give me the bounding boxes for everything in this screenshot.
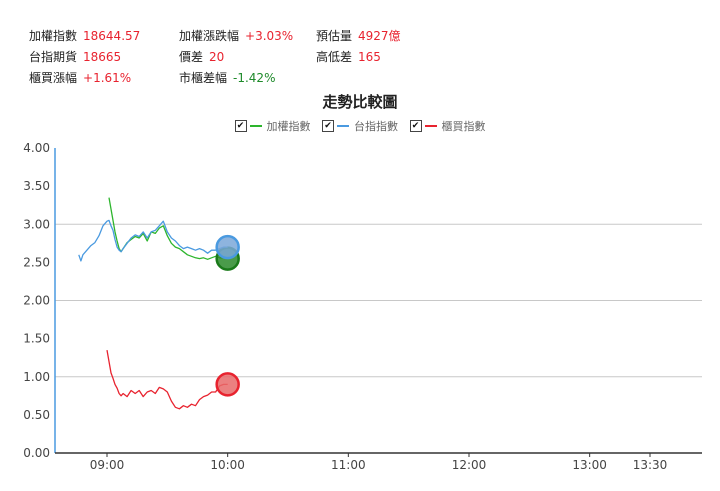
checkbox-checked-icon[interactable]: ✔	[322, 120, 334, 132]
x-tick-label: 13:30	[633, 458, 668, 472]
stat-spread: 價差 20	[179, 48, 224, 65]
stat-est-volume: 預估量 4927億	[316, 27, 401, 44]
y-tick-label: 2.00	[23, 294, 50, 308]
checkbox-checked-icon[interactable]: ✔	[234, 120, 247, 132]
stat-value: +3.03%	[245, 29, 294, 43]
legend-item-futures[interactable]: ✔ 台指指數	[322, 118, 398, 134]
x-tick-label: 09:00	[90, 458, 125, 472]
stat-taiex: 加權指數 18644.57	[29, 27, 140, 44]
series-end-marker-3	[215, 372, 240, 397]
stat-otc-change: 櫃買漲幅 +1.61%	[29, 69, 131, 86]
x-tick-label: 11:00	[331, 458, 366, 472]
series-end-marker-2	[215, 234, 240, 260]
legend-label: 加權指數	[266, 120, 311, 133]
y-tick-label: 4.00	[23, 141, 50, 155]
legend-line-icon	[424, 125, 437, 127]
stat-futures: 台指期貨 18665	[29, 48, 121, 65]
stat-taiex-change: 加權漲跌幅 +3.03%	[179, 27, 293, 44]
y-tick-label: 0.00	[23, 446, 50, 460]
series-line-3	[106, 349, 228, 410]
series-line-2	[78, 219, 228, 262]
stat-value: 18644.57	[83, 29, 141, 43]
legend-item-taiex[interactable]: ✔ 加權指數	[234, 118, 311, 134]
stat-label: 加權指數	[29, 29, 78, 43]
stat-value: 165	[358, 50, 381, 64]
legend-line-icon	[249, 125, 262, 127]
stat-label: 市櫃差幅	[179, 71, 228, 85]
stat-label: 加權漲跌幅	[179, 29, 240, 43]
stat-value: 18665	[83, 50, 122, 64]
checkbox-checked-icon[interactable]: ✔	[409, 120, 422, 132]
legend-label: 櫃買指數	[441, 120, 486, 133]
x-tick-label: 13:00	[572, 458, 607, 472]
legend-item-otc[interactable]: ✔ 櫃買指數	[409, 118, 486, 134]
x-tick-label: 12:00	[452, 458, 487, 472]
stat-label: 高低差	[316, 50, 353, 64]
stat-value: 4927億	[358, 29, 401, 43]
y-tick-label: 2.50	[23, 255, 50, 269]
chart-legend: ✔ 加權指數 ✔ 台指指數 ✔ 櫃買指數	[0, 118, 720, 134]
stat-value: -1.42%	[233, 71, 276, 85]
stat-otc-market-diff: 市櫃差幅 -1.42%	[179, 69, 275, 86]
y-tick-label: 3.00	[23, 217, 50, 231]
y-tick-label: 3.50	[23, 179, 50, 193]
stat-value: +1.61%	[83, 71, 132, 85]
y-tick-label: 0.50	[23, 408, 50, 422]
legend-line-icon	[337, 125, 349, 127]
x-tick-label: 10:00	[210, 458, 245, 472]
series-line-1	[108, 197, 228, 260]
y-tick-label: 1.50	[23, 332, 50, 346]
stat-label: 預估量	[316, 29, 353, 43]
y-tick-label: 1.00	[23, 370, 50, 384]
stats-panel: 加權指數 18644.57 加權漲跌幅 +3.03% 預估量 4927億 台指期貨 18…	[0, 0, 720, 90]
stat-label: 櫃買漲幅	[29, 71, 78, 85]
stat-label: 台指期貨	[29, 50, 78, 64]
stat-label: 價差	[179, 50, 204, 64]
stat-value: 20	[209, 50, 225, 64]
chart-title: 走勢比較圖	[322, 93, 398, 111]
legend-label: 台指指數	[354, 120, 398, 133]
stat-range: 高低差 165	[316, 48, 381, 65]
